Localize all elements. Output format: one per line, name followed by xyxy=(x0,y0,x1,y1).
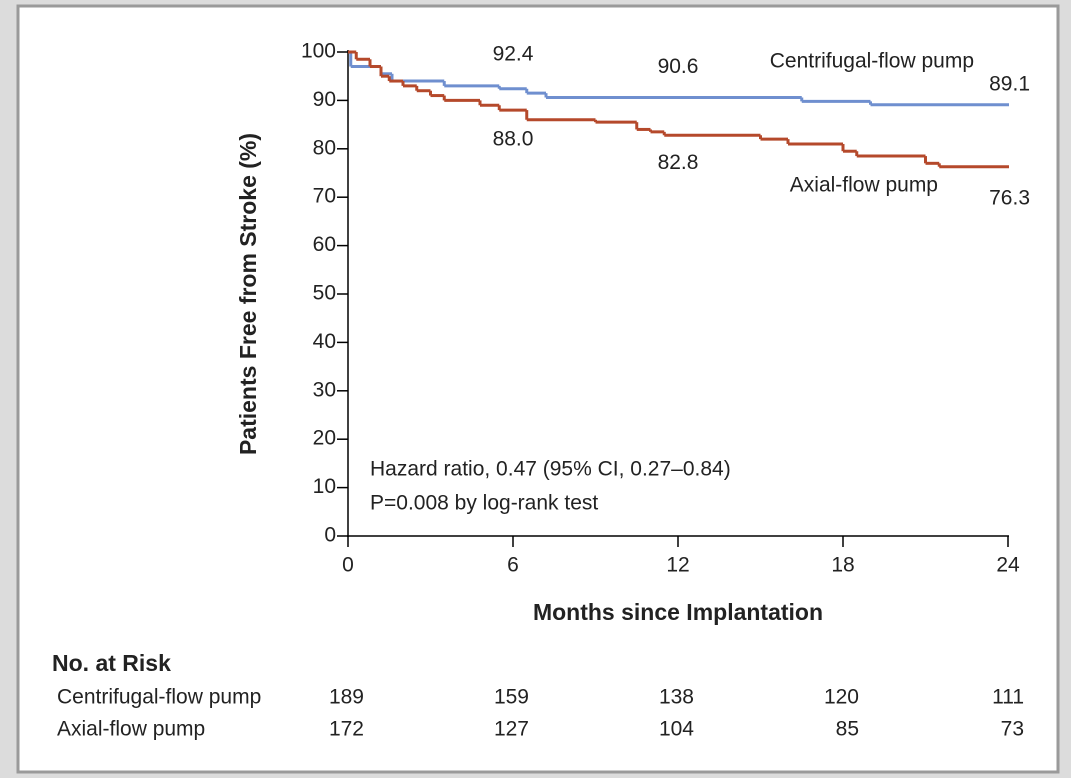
y-tick-label: 20 xyxy=(313,427,336,450)
at-risk-count: 138 xyxy=(659,686,694,709)
at-risk-count: 120 xyxy=(824,686,859,709)
y-tick-label: 70 xyxy=(313,185,336,208)
annotation: Hazard ratio, 0.47 (95% CI, 0.27–0.84) xyxy=(370,458,731,481)
point-label: 90.6 xyxy=(658,55,699,78)
at-risk-count: 127 xyxy=(494,718,529,741)
at-risk-count: 73 xyxy=(1001,718,1024,741)
x-tick-label: 24 xyxy=(996,554,1020,577)
y-axis-title: Patients Free from Stroke (%) xyxy=(235,133,261,455)
at-risk-name: Centrifugal-flow pump xyxy=(57,686,261,709)
x-tick-label: 18 xyxy=(831,554,854,577)
y-tick-label: 90 xyxy=(313,88,336,111)
at-risk-title: No. at Risk xyxy=(52,650,171,676)
point-label: 92.4 xyxy=(493,42,534,65)
series-label: Axial-flow pump xyxy=(790,174,938,197)
at-risk-name: Axial-flow pump xyxy=(57,718,205,741)
annotation: P=0.008 by log-rank test xyxy=(370,492,598,515)
at-risk-count: 104 xyxy=(659,718,694,741)
y-tick-label: 0 xyxy=(324,524,336,547)
at-risk-count: 189 xyxy=(329,686,364,709)
series-label: Centrifugal-flow pump xyxy=(770,50,974,73)
y-tick-label: 50 xyxy=(313,282,336,305)
at-risk-count: 172 xyxy=(329,718,364,741)
panel xyxy=(16,4,1060,774)
y-tick-label: 10 xyxy=(313,475,336,498)
point-label: 82.8 xyxy=(658,151,699,174)
y-tick-label: 60 xyxy=(313,233,336,256)
x-tick-label: 0 xyxy=(342,554,354,577)
x-tick-label: 12 xyxy=(666,554,689,577)
point-label: 88.0 xyxy=(493,128,534,151)
x-axis-title: Months since Implantation xyxy=(533,599,823,625)
at-risk-count: 85 xyxy=(836,718,859,741)
point-label: 89.1 xyxy=(989,72,1030,95)
y-tick-label: 100 xyxy=(301,40,336,63)
x-tick-label: 6 xyxy=(507,554,519,577)
y-tick-label: 80 xyxy=(313,136,336,159)
y-tick-label: 30 xyxy=(313,378,336,401)
at-risk-count: 111 xyxy=(992,686,1024,709)
at-risk-count: 159 xyxy=(494,686,529,709)
y-tick-label: 40 xyxy=(313,330,336,353)
point-label: 76.3 xyxy=(989,186,1030,209)
